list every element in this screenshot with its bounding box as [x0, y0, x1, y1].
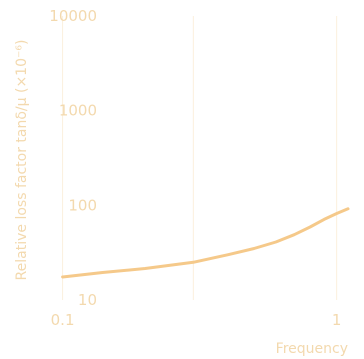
y-axis-title: Relative loss factor tanδ/μ (×10⁻⁶) — [14, 40, 30, 281]
y-tick-label: 10000 — [49, 7, 97, 25]
series-line — [61, 207, 350, 279]
x-tick-label: 0.1 — [51, 311, 75, 329]
y-tick-label: 1000 — [59, 102, 97, 120]
vertical-grid — [62, 16, 338, 300]
x-axis-ticks: 0.1 1 — [51, 311, 342, 329]
x-tick-label: 1 — [332, 311, 342, 329]
data-series — [61, 207, 350, 279]
x-axis-title: Frequency — [276, 341, 348, 357]
y-axis-ticks: 10 100 1000 10000 — [49, 7, 97, 309]
y-tick-label: 100 — [68, 196, 97, 214]
y-tick-label: 10 — [78, 291, 97, 309]
